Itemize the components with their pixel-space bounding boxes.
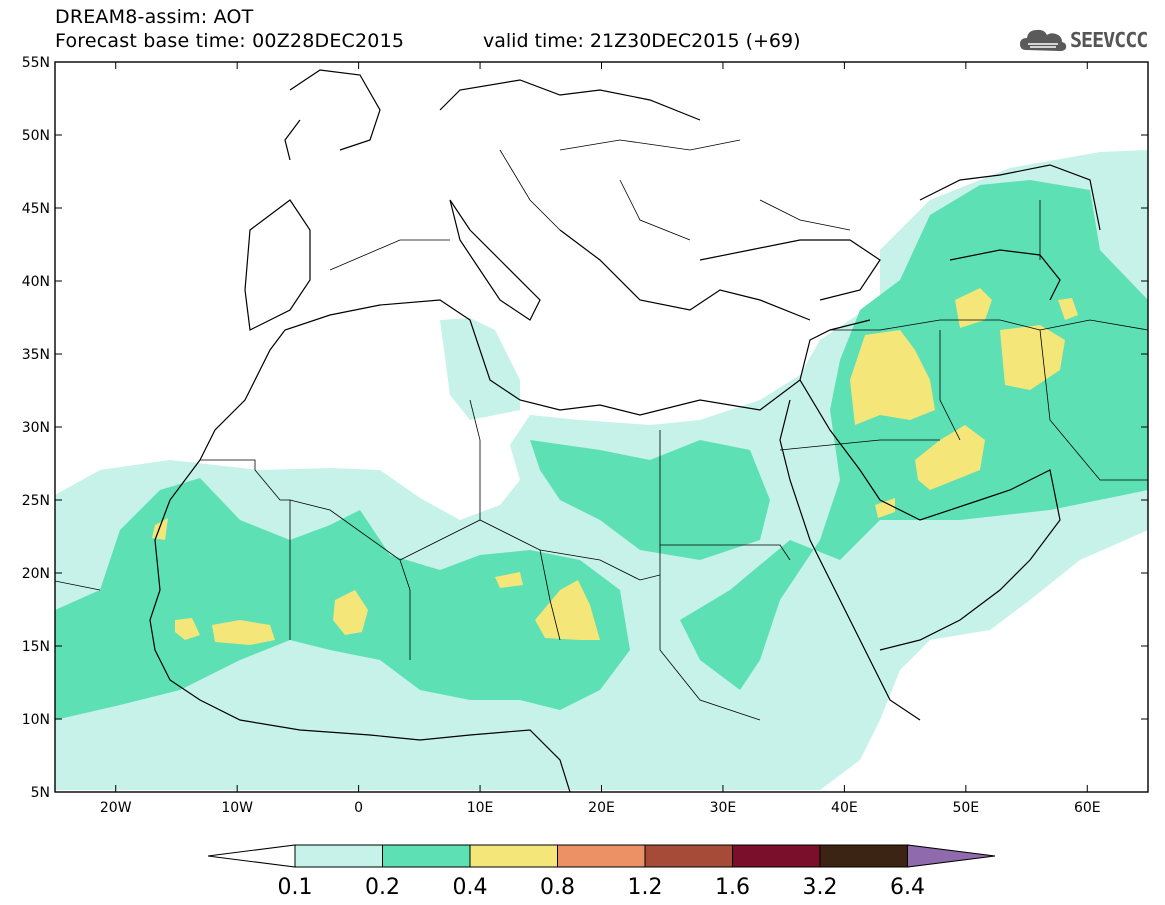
y-tick-label: 30N bbox=[22, 420, 50, 436]
x-tick-label: 20E bbox=[588, 800, 615, 816]
y-tick-label: 45N bbox=[22, 201, 50, 217]
colorbar-level-label: 0.2 bbox=[365, 875, 400, 900]
aot-band-high bbox=[152, 288, 1078, 645]
colorbar-level-label: 0.4 bbox=[453, 875, 488, 900]
x-tick-label: 40E bbox=[831, 800, 858, 816]
colorbar-box bbox=[382, 844, 471, 868]
x-tick-label: 10E bbox=[467, 800, 494, 816]
y-tick-label: 20N bbox=[22, 566, 50, 582]
colorbar-arrow-low bbox=[207, 844, 296, 868]
colorbar-boxes bbox=[207, 844, 996, 868]
country-borders bbox=[55, 139, 1148, 721]
map-title: DREAM8-assim: AOT bbox=[55, 6, 254, 28]
colorbar-arrow-high bbox=[907, 844, 996, 868]
y-tick-label: 50N bbox=[22, 128, 50, 144]
y-tick-label: 40N bbox=[22, 274, 50, 290]
longitude-ticks: 20W 10W 0 10E 20E 30E 40E 50E 60E bbox=[100, 62, 1101, 816]
x-tick-label: 20W bbox=[100, 800, 132, 816]
x-tick-label: 50E bbox=[952, 800, 979, 816]
colorbar-box bbox=[819, 844, 908, 868]
colorbar-level-label: 3.2 bbox=[803, 875, 838, 900]
x-tick-label: 10W bbox=[221, 800, 253, 816]
y-tick-label: 5N bbox=[31, 785, 50, 801]
colorbar-level-label: 0.1 bbox=[278, 875, 313, 900]
y-tick-label: 25N bbox=[22, 493, 50, 509]
colorbar-box bbox=[644, 844, 733, 868]
y-tick-label: 35N bbox=[22, 347, 50, 363]
logo-text: SEEVCCC bbox=[1070, 28, 1148, 52]
y-tick-label: 55N bbox=[22, 55, 50, 71]
colorbar-level-label: 1.2 bbox=[628, 875, 663, 900]
colorbar-box bbox=[732, 844, 821, 868]
seevccc-logo: SEEVCCC bbox=[1018, 24, 1158, 58]
colorbar-level-label: 0.8 bbox=[540, 875, 575, 900]
y-tick-label: 15N bbox=[22, 639, 50, 655]
x-tick-label: 30E bbox=[710, 800, 737, 816]
colorbar-level-label: 6.4 bbox=[890, 875, 925, 900]
colorbar-labels: 0.1 0.2 0.4 0.8 1.2 1.6 3.2 6.4 bbox=[278, 875, 926, 900]
coastlines bbox=[149, 69, 1101, 792]
aot-colorbar: 0.1 0.2 0.4 0.8 1.2 1.6 3.2 6.4 bbox=[207, 844, 996, 900]
x-tick-label: 60E bbox=[1074, 800, 1101, 816]
colorbar-box bbox=[469, 844, 558, 868]
aot-map: 20W 10W 0 10E 20E 30E 40E 50E 60E 55N 50N 45N 40N 35… bbox=[22, 55, 1149, 816]
colorbar-level-label: 1.6 bbox=[715, 875, 750, 900]
forecast-base-time: Forecast base time: 00Z28DEC2015 bbox=[55, 30, 405, 52]
valid-time: valid time: 21Z30DEC2015 (+69) bbox=[483, 30, 801, 52]
latitude-ticks: 55N 50N 45N 40N 35N 30N 25N 20N 15N 10N 5N bbox=[22, 55, 1148, 801]
cloud-icon bbox=[1020, 29, 1067, 51]
colorbar-box bbox=[557, 844, 646, 868]
colorbar-box bbox=[294, 844, 383, 868]
y-tick-label: 10N bbox=[22, 712, 50, 728]
x-tick-label: 0 bbox=[354, 800, 363, 816]
aot-fields bbox=[55, 150, 1148, 790]
